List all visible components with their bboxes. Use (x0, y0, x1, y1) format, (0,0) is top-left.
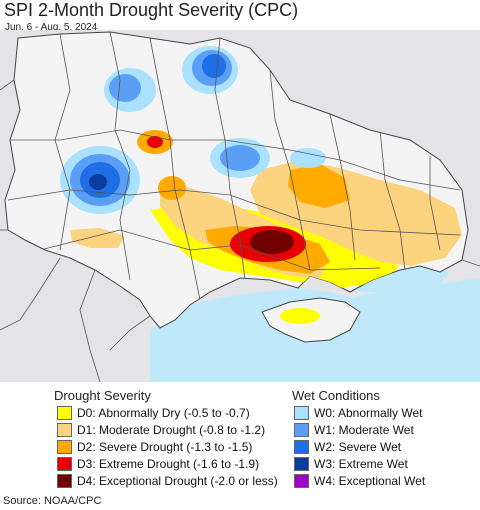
drought-legend-item: D0: Abnormally Dry (-0.5 to -0.7) (57, 406, 250, 420)
drought-legend-item: D1: Moderate Drought (-0.8 to -1.2) (57, 423, 265, 437)
wet-legend-label: W0: Abnormally Wet (314, 406, 423, 420)
wet-legend-label: W3: Extreme Wet (314, 457, 408, 471)
map-title: SPI 2-Month Drought Severity (CPC) (4, 0, 299, 20)
drought-map-svg (0, 30, 480, 382)
wet-legend-swatch (294, 457, 309, 471)
drought-d4-area (250, 230, 294, 254)
drought-legend-heading: Drought Severity (54, 388, 151, 403)
drought-legend-swatch (57, 423, 72, 437)
wet-w2-area-north (202, 54, 226, 78)
wet-legend-item: W0: Abnormally Wet (294, 406, 422, 420)
drought-legend-item: D3: Extreme Drought (-1.6 to -1.9) (57, 457, 259, 471)
drought-legend-item: D2: Severe Drought (-1.3 to -1.5) (57, 440, 252, 454)
azov-sea (350, 266, 450, 292)
drought-legend-label: D1: Moderate Drought (-0.8 to -1.2) (77, 423, 266, 437)
map-subtitle: Jun. 6 - Aug. 5, 2024 (5, 22, 98, 33)
drought-legend-label: D4: Exceptional Drought (-2.0 or less) (77, 474, 278, 488)
wet-legend-swatch (294, 440, 309, 454)
wet-legend-item: W4: Exceptional Wet (294, 474, 425, 488)
wet-legend-label: W4: Exceptional Wet (314, 474, 426, 488)
drought-d1-area-west (70, 228, 125, 248)
oblast-borders (7, 32, 461, 301)
drought-legend-swatch (57, 457, 72, 471)
drought-map (0, 30, 480, 382)
wet-legend-heading: Wet Conditions (292, 388, 380, 403)
wet-w3-area-west (89, 174, 107, 190)
crimea-drought-d0 (280, 308, 320, 324)
wet-legend-item: W1: Moderate Wet (294, 423, 414, 437)
drought-d2-area-east (288, 164, 350, 208)
wet-w1-area-northwest (109, 74, 141, 102)
drought-legend-label: D3: Extreme Drought (-1.6 to -1.9) (77, 457, 260, 471)
drought-d3-spot (147, 136, 163, 148)
wet-legend-swatch (294, 406, 309, 420)
drought-legend-item: D4: Exceptional Drought (-2.0 or less) (57, 474, 278, 488)
drought-legend-label: D0: Abnormally Dry (-0.5 to -0.7) (77, 406, 250, 420)
source-note: Source: NOAA/CPC (3, 495, 102, 507)
drought-legend-swatch (57, 474, 72, 488)
wet-w0-area-east (290, 148, 326, 168)
wet-legend-swatch (294, 423, 309, 437)
wet-legend-item: W3: Extreme Wet (294, 457, 408, 471)
drought-legend-swatch (57, 440, 72, 454)
drought-legend-swatch (57, 406, 72, 420)
country-borders (0, 79, 480, 382)
wet-legend-swatch (294, 474, 309, 488)
wet-legend-label: W1: Moderate Wet (314, 423, 414, 437)
wet-legend-label: W2: Severe Wet (314, 440, 402, 454)
drought-d2-spot (158, 176, 186, 200)
wet-w1-area-central (220, 145, 260, 171)
drought-areas (60, 46, 462, 288)
drought-legend-label: D2: Severe Drought (-1.3 to -1.5) (77, 440, 253, 454)
wet-legend-item: W2: Severe Wet (294, 440, 401, 454)
